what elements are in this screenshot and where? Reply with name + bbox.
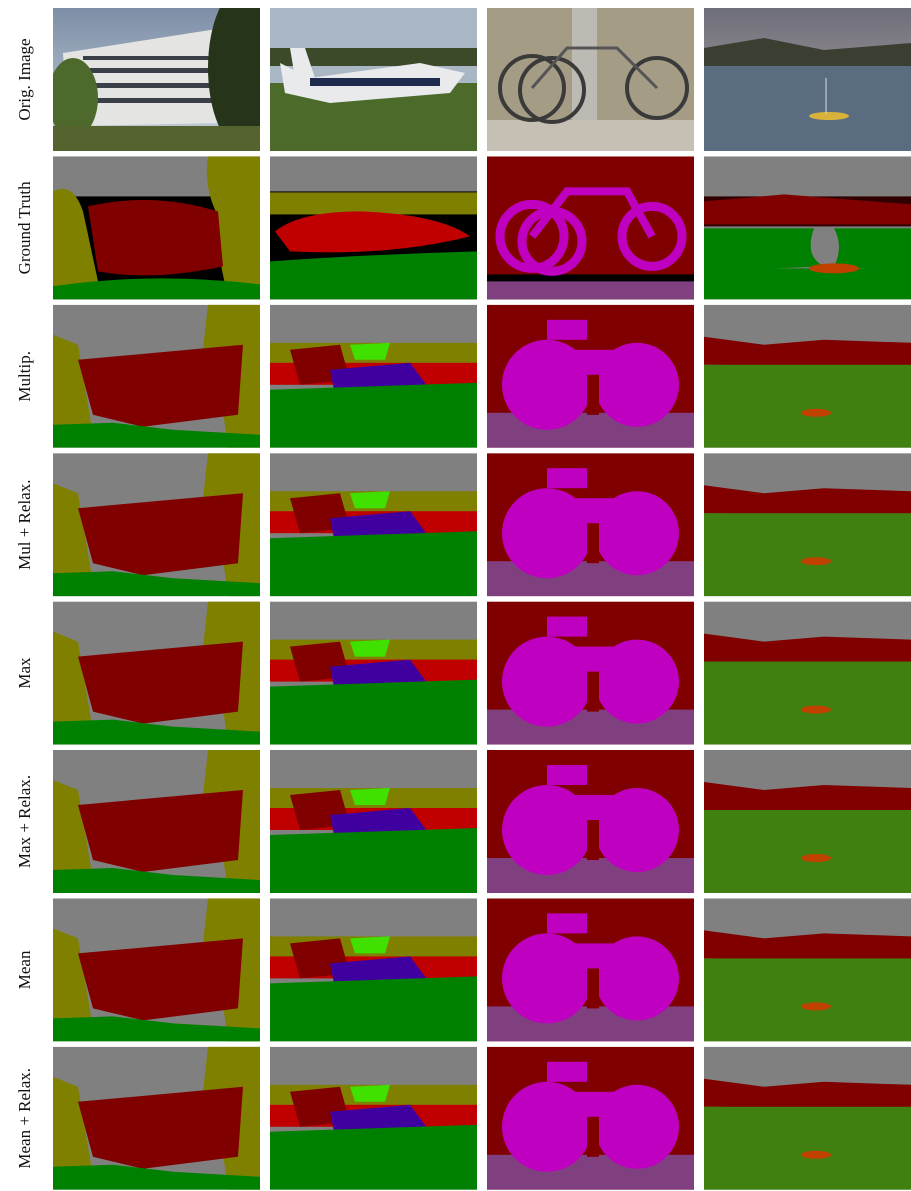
segmentation-map bbox=[487, 750, 694, 893]
row-label: Mean + Relax. bbox=[15, 1068, 34, 1169]
row-label: Ground Truth bbox=[15, 181, 34, 275]
photo bbox=[53, 8, 260, 151]
segmentation-map bbox=[487, 601, 694, 745]
segmentation-map bbox=[53, 304, 260, 448]
segmentation-map bbox=[270, 453, 477, 597]
segmentation-map bbox=[270, 601, 477, 745]
photo bbox=[704, 8, 911, 151]
segmentation-map bbox=[487, 1046, 694, 1190]
segmentation-map bbox=[487, 304, 694, 448]
photo bbox=[487, 8, 694, 151]
row-label: Orig. Image bbox=[15, 38, 34, 120]
segmentation-map bbox=[704, 304, 911, 448]
segmentation-map bbox=[270, 898, 477, 1042]
segmentation-map bbox=[270, 1046, 477, 1190]
segmentation-map bbox=[53, 453, 260, 597]
row-label: Mul + Relax. bbox=[15, 480, 34, 570]
segmentation-map bbox=[53, 898, 260, 1042]
segmentation-map bbox=[704, 601, 911, 745]
segmentation-map bbox=[270, 750, 477, 893]
row-label: Mean bbox=[15, 950, 34, 989]
segmentation-map bbox=[487, 898, 694, 1042]
segmentation-map bbox=[487, 156, 694, 299]
segmentation-map bbox=[704, 156, 911, 300]
segmentation-map bbox=[53, 156, 260, 300]
segmentation-map bbox=[53, 601, 260, 745]
segmentation-map bbox=[53, 750, 260, 893]
row-label: Max bbox=[15, 657, 34, 689]
segmentation-map bbox=[704, 453, 911, 597]
row-label: Multip. bbox=[15, 351, 34, 402]
row-label: Max + Relax. bbox=[15, 775, 34, 868]
segmentation-map bbox=[270, 156, 477, 300]
segmentation-map bbox=[704, 750, 911, 893]
segmentation-map bbox=[704, 898, 911, 1042]
segmentation-map bbox=[270, 304, 477, 448]
segmentation-map bbox=[487, 453, 694, 597]
segmentation-map bbox=[53, 1046, 260, 1190]
segmentation-map bbox=[704, 1046, 911, 1190]
photo bbox=[270, 8, 477, 151]
